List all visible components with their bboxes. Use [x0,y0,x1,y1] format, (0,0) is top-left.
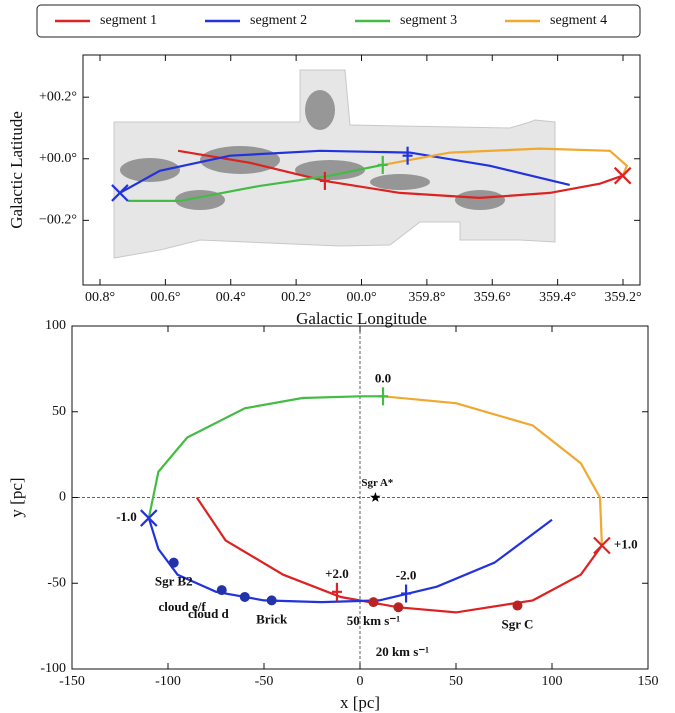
segment-line [382,395,603,546]
star-label: Sgr A* [361,477,393,489]
x-tick-label: 50 [449,674,463,689]
marker-stroke [140,509,158,527]
marker-stroke [111,184,129,202]
x-tick-label: 100 [542,674,563,689]
marker-label: -1.0 [116,509,137,524]
y-tick-label: 100 [45,318,66,333]
x-tick-label: -100 [155,674,181,689]
object-label: 20 km s⁻¹ [376,644,429,659]
object-point [393,602,404,613]
segment-line [177,149,624,200]
marker [378,387,389,406]
marker [331,582,342,601]
x-axis-label: x [pc] [340,693,380,712]
segment-line [147,395,383,519]
marker [593,536,611,555]
y-tick-label: +00.2° [39,89,77,104]
marker-stroke [593,536,611,555]
object-label: cloud d [188,606,230,621]
object-point [216,585,227,596]
x-tick-label: 359.6° [474,290,511,305]
marker [402,146,413,165]
legend-box [36,4,641,38]
object-point [266,595,277,606]
x-tick-label: 359.4° [539,290,576,305]
object-point [512,600,523,611]
marker [377,155,388,174]
dust-texture [120,90,505,210]
y-tick-label: 0 [59,490,66,505]
marker [401,584,412,603]
x-tick-label: 00.0° [346,290,376,305]
x-tick-label: 00.6° [150,290,180,305]
star-marker [370,492,381,502]
segment-line [382,147,629,177]
y-tick-label: 50 [52,404,66,419]
y-axis-label: y [pc] [7,477,26,517]
x-tick-label: 00.4° [216,290,246,305]
object-label: Sgr B2 [155,574,193,589]
marker [140,509,158,527]
y-tick-label: -100 [40,661,66,676]
marker-label: +2.0 [325,566,349,581]
segment-line [128,163,383,202]
marker [111,184,129,202]
marker-label: -2.0 [396,568,417,583]
x-tick-label: -50 [255,674,274,689]
x-tick-label: -150 [59,674,85,689]
object-point [368,597,379,608]
object-label: Brick [256,611,288,626]
x-tick-label: 00.2° [281,290,311,305]
legend-label: segment 4 [550,13,607,28]
x-tick-label: 00.8° [85,290,115,305]
segment-line [119,149,570,194]
y-tick-label: -50 [47,575,66,590]
object-point [168,557,179,568]
object-label: Sgr C [501,617,533,632]
plot-frame [71,325,649,670]
y-tick-label: +00.0° [39,151,77,166]
x-axis-label: Galactic Longitude [296,309,427,328]
object-label: cloud e/f [158,599,206,614]
x-tick-label: 0 [357,674,364,689]
x-tick-label: 359.8° [408,290,445,305]
x-tick-label: 150 [638,674,659,689]
y-axis-label: Galactic Latitude [7,111,26,229]
marker-stroke [613,166,632,185]
legend-label: segment 3 [400,13,457,28]
marker-label: +1.0 [614,537,638,552]
object-point [239,591,250,602]
segment-line [147,517,553,604]
marker-label: 0.0 [375,370,391,385]
legend-label: segment 2 [250,13,307,28]
marker [613,166,632,185]
plot-frame [82,54,641,286]
legend-label: segment 1 [100,13,157,28]
x-tick-label: 359.2° [604,290,641,305]
marker [319,171,330,190]
y-tick-label: −00.2° [39,213,77,228]
object-label: 50 km s⁻¹ [347,613,400,628]
